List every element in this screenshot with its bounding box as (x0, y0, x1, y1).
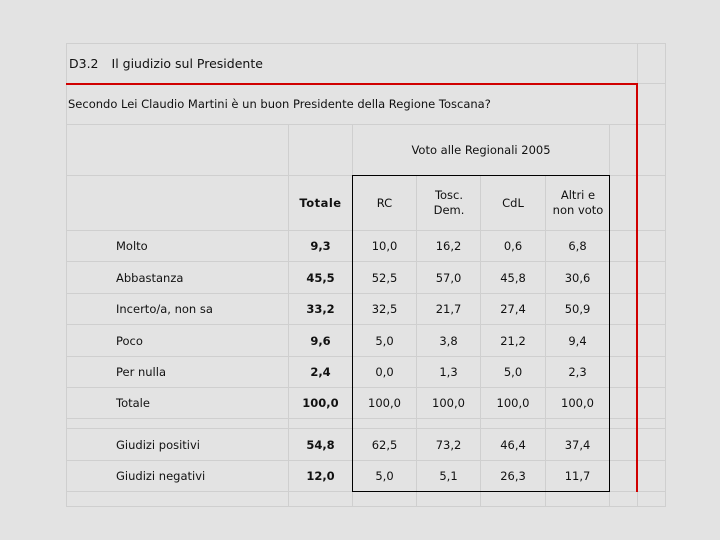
col-header-tosc-dem: Tosc. Dem. (433, 188, 465, 217)
row-label: Incerto/a, non sa (116, 302, 213, 316)
group-header: Voto alle Regionali 2005 (411, 143, 551, 157)
value-cell: 73,2 (435, 437, 462, 452)
total-value-cell: 12,0 (306, 469, 335, 483)
row-label: Totale (116, 396, 150, 410)
table-title: D3.2 Il giudizio sul Presidente (69, 43, 263, 83)
spreadsheet-table: D3.2 Il giudizio sul Presidente Secondo … (66, 43, 666, 507)
value-cell: 37,4 (564, 437, 591, 452)
header-rule (66, 83, 638, 85)
row-label: Poco (116, 333, 143, 348)
value-cell: 57,0 (435, 270, 462, 285)
value-cell: 5,0 (375, 333, 394, 348)
value-cell: 26,3 (500, 469, 526, 483)
value-cell: 16,2 (435, 239, 462, 253)
value-cell: 6,8 (568, 239, 587, 253)
value-cell: 52,5 (371, 270, 398, 285)
value-cell: 21,7 (435, 302, 462, 316)
total-value-cell: 45,5 (306, 270, 335, 285)
value-cell: 100,0 (368, 396, 401, 410)
value-cell: 5,0 (375, 469, 394, 483)
value-cell: 62,5 (371, 437, 398, 452)
col-header-rc: RC (376, 196, 393, 210)
value-cell: 50,9 (564, 302, 591, 316)
total-value-cell: 33,2 (306, 302, 335, 316)
value-cell: 5,1 (439, 469, 458, 483)
table-title-text: Il giudizio sul Presidente (111, 55, 263, 71)
total-value-cell: 2,4 (310, 365, 331, 379)
row-label: Giudizi negativi (116, 469, 206, 483)
value-cell: 45,8 (500, 270, 526, 285)
value-cell: 30,6 (564, 270, 591, 285)
total-value-cell: 9,3 (310, 239, 331, 253)
row-label: Abbastanza (116, 270, 184, 285)
value-cell: 32,5 (371, 302, 398, 316)
question-text: Secondo Lei Claudio Martini è un buon Pr… (68, 97, 491, 111)
value-cell: 10,0 (371, 239, 398, 253)
value-cell: 3,8 (439, 333, 458, 348)
value-cell: 0,0 (375, 365, 394, 379)
table-code: D3.2 (69, 55, 99, 71)
row-label: Per nulla (116, 365, 166, 379)
value-cell: 9,4 (568, 333, 587, 348)
value-cell: 0,6 (503, 239, 523, 253)
row-label: Giudizi positivi (116, 437, 201, 452)
row-label: Molto (116, 239, 148, 253)
value-cell: 2,3 (568, 365, 587, 379)
value-cell: 11,7 (564, 469, 591, 483)
col-header-total: Totale (299, 196, 342, 210)
value-cell: 100,0 (432, 396, 465, 410)
right-rule (636, 83, 638, 492)
total-value-cell: 100,0 (302, 396, 339, 410)
value-cell: 100,0 (496, 396, 530, 410)
value-cell: 5,0 (503, 365, 523, 379)
value-cell: 100,0 (561, 396, 594, 410)
total-value-cell: 54,8 (306, 437, 335, 452)
value-cell: 1,3 (439, 365, 458, 379)
total-value-cell: 9,6 (310, 333, 331, 348)
col-header-altri: Altri e non voto (552, 188, 604, 217)
value-cell: 21,2 (500, 333, 526, 348)
col-header-cdl: CdL (502, 196, 524, 210)
value-cell: 27,4 (500, 302, 526, 316)
value-cell: 46,4 (500, 437, 526, 452)
